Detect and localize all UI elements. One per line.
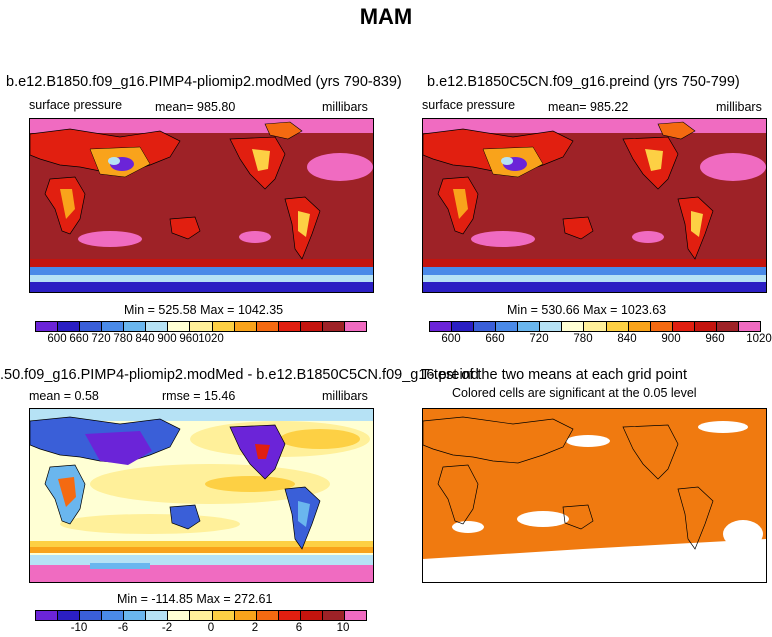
colorbar-cell bbox=[146, 322, 169, 331]
mean-label-bottom-left: mean = 0.58 bbox=[29, 389, 99, 403]
colorbar-cell bbox=[322, 611, 345, 620]
colorbar-cell bbox=[716, 322, 739, 331]
colorbar-cell bbox=[300, 322, 323, 331]
colorbar-cell bbox=[168, 611, 191, 620]
minmax-top-right: Min = 530.66 Max = 1023.63 bbox=[507, 303, 667, 317]
colorbar-cell bbox=[474, 322, 497, 331]
map-top-right bbox=[422, 118, 767, 293]
colorbar-cell bbox=[606, 322, 629, 331]
colorbar-tick-label: 10 bbox=[336, 622, 350, 634]
colorbar-cell bbox=[584, 322, 607, 331]
colorbar-tick-label: 660 bbox=[485, 333, 505, 345]
colorbar-cell bbox=[168, 322, 191, 331]
colorbar-cell bbox=[650, 322, 673, 331]
colorbar-tick-label: 1020 bbox=[198, 333, 224, 345]
colorbar-cell bbox=[36, 611, 59, 620]
colorbar-cell bbox=[36, 322, 59, 331]
panel-title-top-left: b.e12.B1850.f09_g16.PIMP4-pliomip2.modMe… bbox=[6, 74, 402, 90]
colorbar-tick-label: 600 bbox=[47, 333, 67, 345]
colorbar-cell bbox=[146, 611, 169, 620]
colorbar-tick-label: 960 bbox=[179, 333, 199, 345]
colorbar-tick-label: 1020 bbox=[746, 333, 772, 345]
colorbar-cell bbox=[190, 322, 213, 331]
colorbar-cell bbox=[234, 322, 257, 331]
colorbar-cell bbox=[80, 322, 103, 331]
rmse-label-bottom-left: rmse = 15.46 bbox=[162, 389, 236, 403]
units-label-top-left: millibars bbox=[322, 100, 368, 114]
colorbar-cell bbox=[102, 322, 125, 331]
colorbar-cell bbox=[278, 322, 301, 331]
mean-label-top-left: mean= 985.80 bbox=[155, 100, 236, 114]
colorbar-cell bbox=[344, 322, 366, 331]
colorbar-cell bbox=[212, 322, 235, 331]
colorbar-cell bbox=[562, 322, 585, 331]
colorbar-tick-label: 900 bbox=[661, 333, 681, 345]
colorbar-cell bbox=[540, 322, 563, 331]
colorbar-tick-label: 720 bbox=[91, 333, 111, 345]
map-top-left bbox=[29, 118, 374, 293]
colorbar-cell bbox=[256, 611, 279, 620]
colorbar-cell bbox=[256, 322, 279, 331]
colorbar-cell bbox=[496, 322, 519, 331]
colorbar-tick-label: 720 bbox=[529, 333, 549, 345]
colorbar-cell bbox=[518, 322, 541, 331]
colorbar-ticks-top-left: 600 660 720 780 840 900 960 1020 bbox=[35, 333, 365, 347]
figure-title: MAM bbox=[359, 4, 413, 29]
colorbar-cell bbox=[58, 611, 81, 620]
colorbar-cell bbox=[694, 322, 717, 331]
colorbar-tick-label: 900 bbox=[157, 333, 177, 345]
colorbar-ticks-top-right: 600 660 720 780 840 900 960 1020 bbox=[429, 333, 771, 347]
colorbar-cell bbox=[102, 611, 125, 620]
map-bottom-left bbox=[29, 408, 374, 583]
colorbar-tick-label: 600 bbox=[441, 333, 461, 345]
minmax-bottom-left: Min = -114.85 Max = 272.61 bbox=[117, 592, 273, 606]
variable-label-top-right: surface pressure bbox=[422, 98, 516, 112]
colorbar-tick-label: 840 bbox=[617, 333, 637, 345]
colorbar-tick-label: 660 bbox=[69, 333, 89, 345]
minmax-top-left: Min = 525.58 Max = 1042.35 bbox=[124, 303, 284, 317]
colorbar-cell bbox=[234, 611, 257, 620]
colorbar-top-right bbox=[429, 321, 761, 332]
colorbar-cell bbox=[430, 322, 453, 331]
colorbar-tick-label: 780 bbox=[113, 333, 133, 345]
colorbar-tick-label: 840 bbox=[135, 333, 155, 345]
colorbar-cell bbox=[738, 322, 760, 331]
units-label-bottom-left: millibars bbox=[322, 389, 368, 403]
colorbar-tick-label: -10 bbox=[70, 622, 88, 634]
panel-subtitle-bottom-right: Colored cells are significant at the 0.0… bbox=[452, 386, 697, 400]
colorbar-cell bbox=[124, 322, 147, 331]
colorbar-cell bbox=[300, 611, 323, 620]
panel-title-bottom-left: .50.f09_g16.PIMP4-pliomip2.modMed - b.e1… bbox=[0, 367, 479, 383]
panel-title-bottom-right: T-test of the two means at each grid poi… bbox=[421, 367, 687, 383]
map-bottom-right bbox=[422, 408, 767, 583]
colorbar-tick-label: -2 bbox=[161, 622, 173, 634]
mean-label-top-right: mean= 985.22 bbox=[548, 100, 629, 114]
variable-label-top-left: surface pressure bbox=[29, 98, 123, 112]
colorbar-tick-label: -6 bbox=[117, 622, 129, 634]
units-label-top-right: millibars bbox=[716, 100, 762, 114]
colorbar-ticks-bottom-left: -10 -6 -2 0 2 6 10 bbox=[35, 622, 365, 636]
colorbar-cell bbox=[278, 611, 301, 620]
colorbar-tick-label: 2 bbox=[251, 622, 259, 634]
panel-title-top-right: b.e12.B1850C5CN.f09_g16.preind (yrs 750-… bbox=[427, 74, 740, 90]
colorbar-cell bbox=[672, 322, 695, 331]
colorbar-cell bbox=[628, 322, 651, 331]
colorbar-tick-label: 6 bbox=[295, 622, 303, 634]
colorbar-tick-label: 0 bbox=[207, 622, 215, 634]
colorbar-cell bbox=[452, 322, 475, 331]
colorbar-top-left bbox=[35, 321, 367, 332]
colorbar-cell bbox=[80, 611, 103, 620]
colorbar-cell bbox=[58, 322, 81, 331]
colorbar-bottom-left bbox=[35, 610, 367, 621]
colorbar-cell bbox=[212, 611, 235, 620]
colorbar-cell bbox=[124, 611, 147, 620]
colorbar-tick-label: 960 bbox=[705, 333, 725, 345]
colorbar-cell bbox=[344, 611, 366, 620]
colorbar-tick-label: 780 bbox=[573, 333, 593, 345]
colorbar-cell bbox=[322, 322, 345, 331]
colorbar-cell bbox=[190, 611, 213, 620]
